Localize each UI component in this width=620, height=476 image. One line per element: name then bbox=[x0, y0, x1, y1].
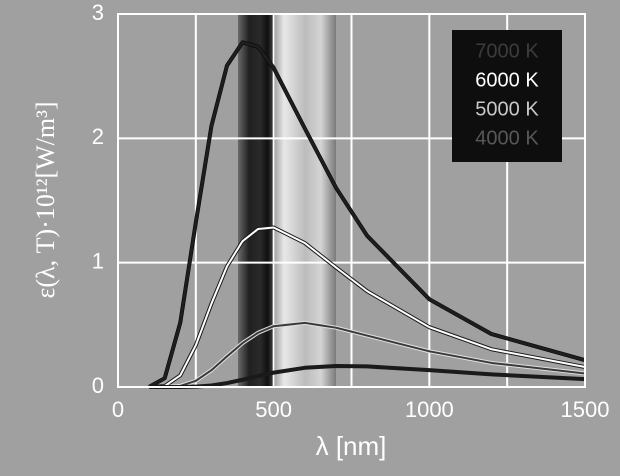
legend bbox=[452, 30, 562, 162]
y-tick-label: 0 bbox=[92, 373, 104, 398]
x-axis-label: λ [nm] bbox=[316, 431, 387, 461]
x-tick-label: 500 bbox=[255, 397, 292, 422]
spectrum-band bbox=[238, 14, 275, 387]
y-tick-label: 3 bbox=[92, 0, 104, 25]
y-tick-label: 2 bbox=[92, 124, 104, 149]
series-line bbox=[149, 321, 586, 388]
legend-label: 6000 K bbox=[475, 69, 539, 91]
y-axis-label: ε(λ, T)·10¹²[W/m³] bbox=[31, 101, 60, 298]
plot-frame bbox=[117, 13, 586, 388]
series-line bbox=[148, 40, 586, 389]
legend-label: 4000 K bbox=[475, 127, 539, 149]
x-tick-label: 0 bbox=[112, 397, 124, 422]
y-tick-label: 1 bbox=[92, 248, 104, 273]
legend-label: 5000 K bbox=[475, 98, 539, 120]
legend-label: 7000 K bbox=[475, 40, 539, 62]
x-tick-label: 1000 bbox=[405, 397, 454, 422]
x-tick-label: 1500 bbox=[561, 397, 610, 422]
series-line bbox=[149, 226, 586, 388]
series-line-edge bbox=[149, 225, 586, 389]
spectrum-band bbox=[275, 14, 336, 387]
